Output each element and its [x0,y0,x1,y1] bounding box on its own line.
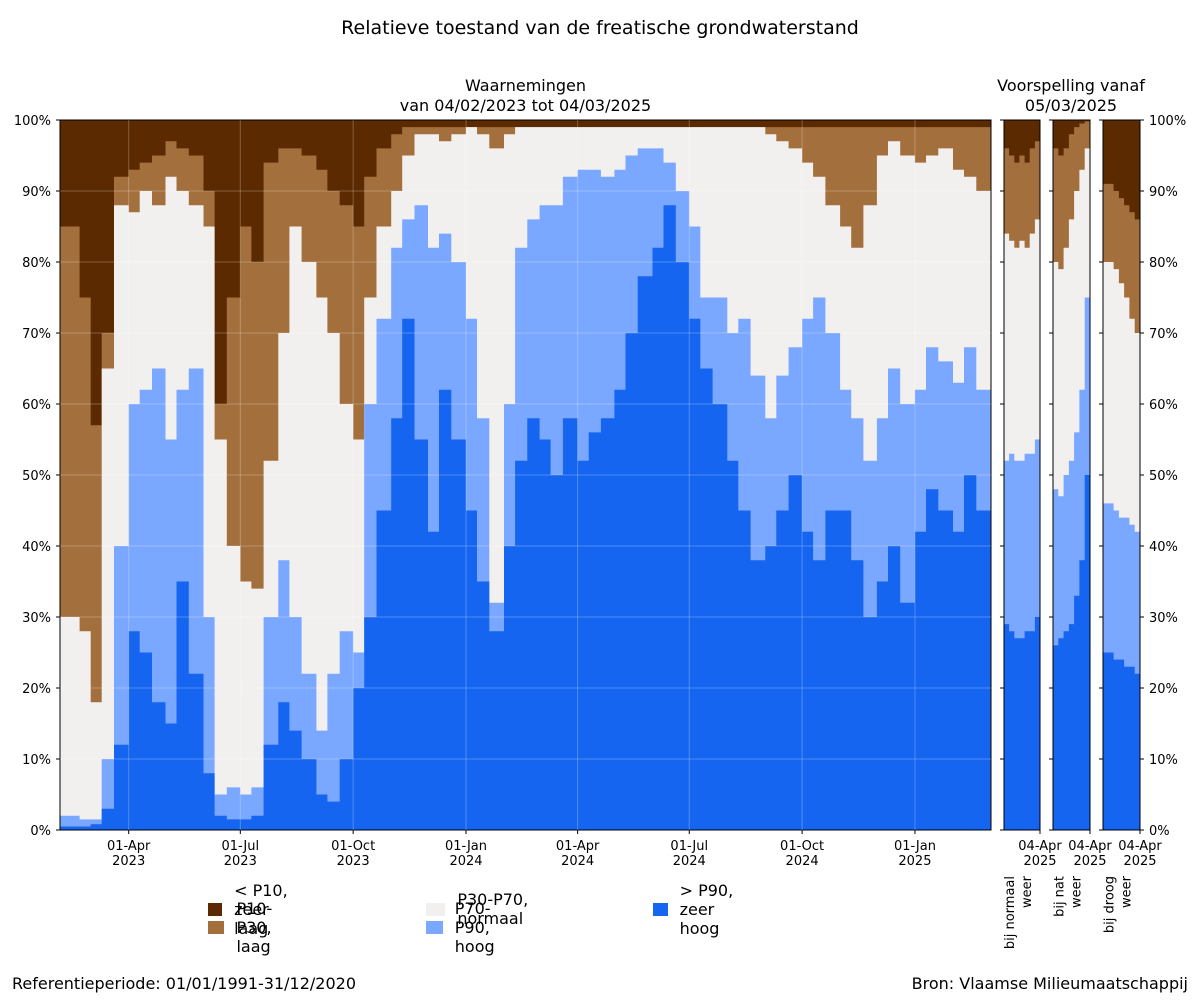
fc-xlabel-1-0: bij normaal [1003,876,1018,949]
xtick-label-2-1: 2023 [337,854,370,869]
fc-xtick-label-2-1: 2025 [1073,854,1106,869]
fc-xlabel-3-0: bij droog [1103,876,1118,933]
ytick-label-right-3: 30% [1149,611,1178,626]
xtick-label-5-1: 2024 [673,854,706,869]
legend-item-laag: P10-P30, laag [208,899,290,956]
fc-xtick-label-2-0: 04-Apr [1068,839,1112,854]
ytick-label-left-2: 20% [22,682,51,697]
area-zeer-hoog-0 [60,205,991,830]
ytick-label-right-2: 20% [1149,682,1178,697]
ytick-label-right-10: 100% [1149,114,1186,129]
ytick-label-right-1: 10% [1149,753,1178,768]
fc-xtick-label-3-0: 04-Apr [1118,839,1162,854]
ytick-label-left-4: 40% [22,540,51,555]
xtick-label-3-1: 2024 [449,854,482,869]
ytick-label-right-7: 70% [1149,327,1178,342]
legend-swatch-hoog [426,920,443,934]
area-zeer-hoog-3 [1103,652,1140,830]
ytick-label-left-3: 30% [22,611,51,626]
ytick-label-right-8: 80% [1149,256,1178,271]
ytick-label-left-6: 60% [22,398,51,413]
ytick-label-right-6: 60% [1149,398,1178,413]
observations-title-line1: Waarnemingen [465,76,586,95]
ytick-label-left-7: 70% [22,327,51,342]
ytick-label-left-9: 90% [22,185,51,200]
ytick-label-left-8: 80% [22,256,51,271]
xtick-label-0-0: 01-Apr [107,839,151,854]
ytick-label-left-0: 0% [30,824,51,839]
fc-xlabel-1-1: weer [1020,875,1035,908]
xtick-label-7-0: 01-Jan [894,839,936,854]
ytick-label-left-10: 100% [14,114,51,129]
xtick-label-3-0: 01-Jan [445,839,487,854]
legend-swatch-zeer-hoog [653,902,668,916]
fc-xtick-label-1-1: 2025 [1023,854,1056,869]
area-zeer-hoog-2 [1053,361,1090,830]
fc-xlabel-2-0: bij nat [1053,876,1068,917]
xtick-label-6-1: 2024 [786,854,819,869]
ytick-label-right-5: 50% [1149,469,1178,484]
legend-swatch-normaal [426,902,446,916]
chart-title: Relatieve toestand van de freatische gro… [341,17,859,39]
ytick-label-right-4: 40% [1149,540,1178,555]
observations-title: Waarnemingen van 04/02/2023 tot 04/03/20… [60,76,991,116]
legend-swatch-zeer-laag [208,902,223,916]
ytick-label-left-5: 50% [22,469,51,484]
fc-xtick-label-3-1: 2025 [1123,854,1156,869]
panel-1 [1003,119,1041,831]
legend-label-hoog: P70-P90, hoog [454,898,495,956]
legend-label-laag: P10-P30, laag [236,898,273,956]
forecast-title-line2: 05/03/2025 [1024,96,1118,115]
ytick-label-right-0: 0% [1149,824,1170,839]
legend-label-zeer-hoog: > P90, zeer hoog [679,880,734,938]
xtick-label-4-1: 2024 [561,854,594,869]
legend-item-normaal: P30-P70, normaal [426,890,538,928]
legend-item-zeer-hoog: > P90, zeer hoog [653,881,739,938]
panel-3 [1102,119,1141,831]
fc-xlabel-3-1: weer [1120,875,1135,908]
xtick-label-0-1: 2023 [112,854,145,869]
xtick-label-2-0: 01-Oct [331,839,375,854]
fc-xlabel-2-1: weer [1070,875,1085,908]
panel-0 [59,119,992,831]
observations-title-line2: van 04/02/2023 tot 04/03/2025 [399,96,652,115]
xtick-label-6-0: 01-Oct [780,839,824,854]
legend-swatch-laag [208,920,225,934]
xtick-label-1-0: 01-Jul [221,839,259,854]
reference-period: Referentieperiode: 01/01/1991-31/12/2020 [12,974,356,993]
source-credit: Bron: Vlaamse Milieumaatschappij [911,974,1188,993]
ytick-label-left-1: 10% [22,753,51,768]
xtick-label-5-0: 01-Jul [670,839,708,854]
forecast-title-line1: Voorspelling vanaf [997,76,1145,95]
ytick-label-right-9: 90% [1149,185,1178,200]
legend-item-zeer-laag: < P10, zeer laag [208,881,289,938]
forecast-title: Voorspelling vanaf 05/03/2025 [960,76,1182,116]
area-zeer-hoog-1 [1004,581,1040,830]
xtick-label-4-0: 01-Apr [556,839,600,854]
xtick-label-1-1: 2023 [224,854,257,869]
legend-item-hoog: P70-P90, hoog [426,899,512,956]
xtick-label-7-1: 2025 [898,854,931,869]
panel-2 [1052,119,1091,831]
legend-label-normaal: P30-P70, normaal [457,890,529,928]
fc-xtick-label-1-0: 04-Apr [1018,839,1062,854]
legend-label-zeer-laag: < P10, zeer laag [234,880,288,938]
